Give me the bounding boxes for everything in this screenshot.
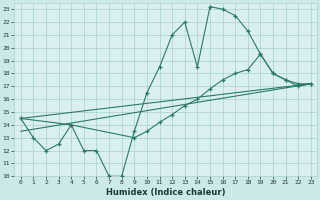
X-axis label: Humidex (Indice chaleur): Humidex (Indice chaleur) bbox=[106, 188, 226, 197]
